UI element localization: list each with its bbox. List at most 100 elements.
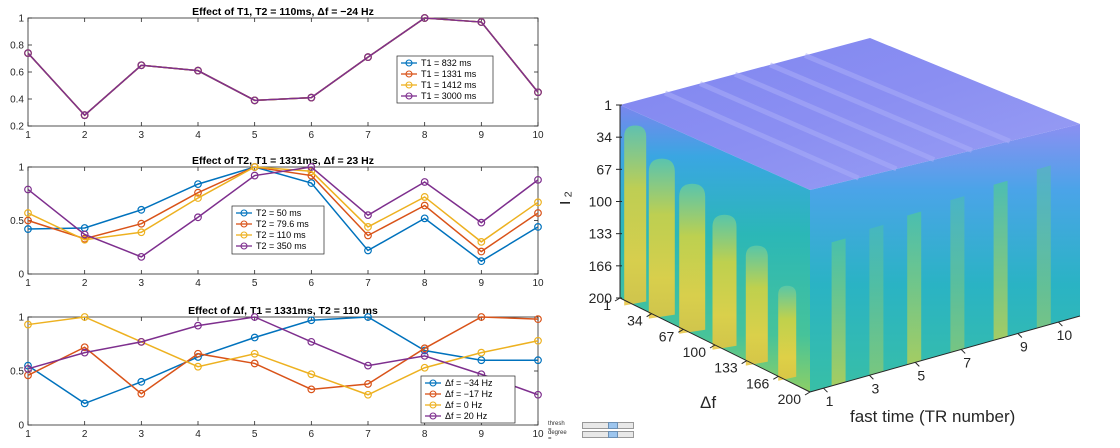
data-point — [80, 343, 89, 352]
surface-stripe — [950, 196, 965, 353]
x-tick-label: 6 — [309, 278, 315, 289]
data-point — [80, 235, 89, 244]
x-tick — [823, 387, 828, 393]
x-tick-label: 10 — [1057, 327, 1073, 343]
data-point — [307, 179, 316, 187]
x-tick — [1058, 321, 1063, 327]
thresh-slider-thumb[interactable] — [608, 422, 618, 429]
data-point — [137, 219, 146, 228]
data-point — [80, 111, 89, 120]
x-tick-label: 9 — [479, 278, 485, 289]
y-tick-label: 1 — [603, 297, 611, 313]
line-charts-panel: Effect of T1, T2 = 110ms, Δf = −24 Hz 1 2 3… — [0, 0, 560, 443]
y-tick-label: 100 — [683, 344, 707, 360]
legend-label: T1 = 1412 ms — [421, 80, 477, 90]
data-point — [307, 93, 316, 102]
y-tick — [646, 313, 652, 318]
legend-label: T2 = 50 ms — [256, 208, 302, 218]
chart-2: Effect of T2, T1 = 1331ms, Δf = 23 Hz 1 2 3… — [10, 155, 544, 289]
data-point — [137, 377, 146, 386]
x-tick-label: 1 — [25, 130, 31, 141]
x-tick-label: 9 — [479, 130, 485, 141]
surface-streak — [769, 62, 973, 153]
data-point — [250, 359, 259, 368]
z-tick-label: 1 — [604, 97, 612, 113]
legend-marker — [429, 412, 437, 420]
data-point — [364, 231, 372, 240]
legend-label: T2 = 110 ms — [256, 230, 306, 240]
y-tick-label: 1 — [18, 163, 24, 174]
surface-stripe — [1036, 165, 1051, 329]
x-tick-label: 9 — [1020, 338, 1028, 354]
data-point — [420, 363, 429, 372]
y-tick-label: 0 — [18, 421, 24, 432]
x-tick-label: 7 — [365, 130, 371, 141]
data-point — [307, 316, 316, 325]
z-axis-title: T₂ — [560, 191, 574, 208]
data-point — [250, 163, 259, 171]
data-point — [364, 223, 372, 231]
legend-label: T1 = 1331 ms — [421, 69, 477, 79]
x-tick-label: 3 — [139, 278, 145, 289]
legend-marker — [240, 220, 248, 228]
x-tick-label: 6 — [309, 130, 315, 141]
x-tick-label: 10 — [532, 278, 544, 289]
data-point — [24, 225, 32, 233]
surface-arch — [624, 125, 647, 306]
surface-arch — [745, 245, 768, 366]
data-point — [194, 349, 202, 358]
x-tick-label: 4 — [195, 130, 201, 141]
series-line — [27, 17, 539, 117]
x-tick-label: 5 — [252, 130, 258, 141]
series-line — [27, 166, 539, 258]
data-point — [137, 205, 146, 214]
surface-arch — [679, 183, 706, 334]
data-point — [194, 362, 202, 371]
data-point — [534, 175, 542, 184]
z-tick-label: 133 — [589, 226, 613, 242]
legend-marker — [240, 231, 248, 239]
x-tick-label: 1 — [25, 429, 31, 440]
data-point — [24, 49, 32, 57]
data-point — [24, 361, 32, 370]
x-tick-label: 7 — [365, 429, 371, 440]
surface-stripe — [993, 180, 1008, 341]
y-tick — [709, 344, 716, 349]
y-tick-label: 0.5 — [10, 367, 24, 378]
data-point — [80, 348, 89, 357]
surface-arch — [778, 285, 797, 381]
x-tick — [960, 349, 966, 354]
x-tick-label: 10 — [532, 130, 544, 141]
data-point — [194, 213, 202, 222]
legend-marker — [240, 209, 248, 217]
y-tick-label: 1 — [18, 14, 24, 25]
x-tick-label: 7 — [963, 354, 971, 370]
data-point — [24, 185, 32, 194]
x-axis-line — [809, 315, 1081, 393]
series-line — [27, 316, 539, 396]
z-tick-label: 100 — [589, 194, 613, 210]
surface-arch — [648, 158, 675, 319]
data-point — [420, 351, 429, 360]
data-point — [80, 313, 89, 321]
z-tick-label: 34 — [596, 129, 612, 145]
data-point — [477, 313, 486, 321]
data-point — [137, 389, 146, 398]
legend-marker — [405, 70, 413, 78]
data-point — [80, 399, 89, 408]
y-tick-label: 34 — [627, 313, 643, 329]
surface-plot-panel: 1 34 67 100 133 166 200 T₂ 1 34 67 100 133 166 200 Δf 1 3… — [555, 0, 1120, 443]
data-point — [534, 315, 542, 324]
z-tick-label: 166 — [589, 258, 613, 274]
data-point — [194, 321, 202, 330]
data-point — [364, 380, 372, 388]
data-point — [137, 252, 146, 261]
degree-slider-thumb[interactable] — [608, 431, 618, 438]
data-point — [24, 209, 32, 217]
legend-label: T2 = 79.6 ms — [256, 219, 309, 229]
y-tick-label: 0.8 — [10, 41, 24, 52]
data-point — [420, 178, 429, 186]
data-point — [364, 246, 372, 255]
